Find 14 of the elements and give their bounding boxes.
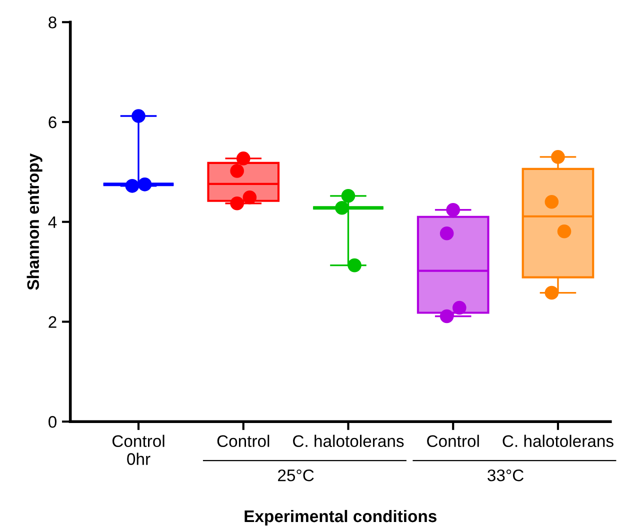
x-axis-title: Experimental conditions	[244, 510, 436, 526]
y-tick-label: 6	[48, 116, 56, 128]
x-tick-label: C. halotolerans	[502, 434, 614, 448]
text: 33°C	[488, 469, 524, 482]
y-tick-label: 0	[48, 416, 56, 428]
x-tick-label: Control 0hr	[112, 434, 164, 465]
y-tick-label: 4	[48, 216, 57, 228]
y-tick-label: 2	[48, 316, 56, 328]
y-axis-title: Shannon entropy	[26, 153, 42, 290]
x-tick-label: C. halotolerans	[293, 434, 404, 448]
y-tick-label: 8	[48, 16, 56, 28]
text: 25°C	[278, 469, 314, 482]
x-tick-label: Control	[427, 434, 479, 448]
x-tick-label: Control	[217, 434, 270, 448]
